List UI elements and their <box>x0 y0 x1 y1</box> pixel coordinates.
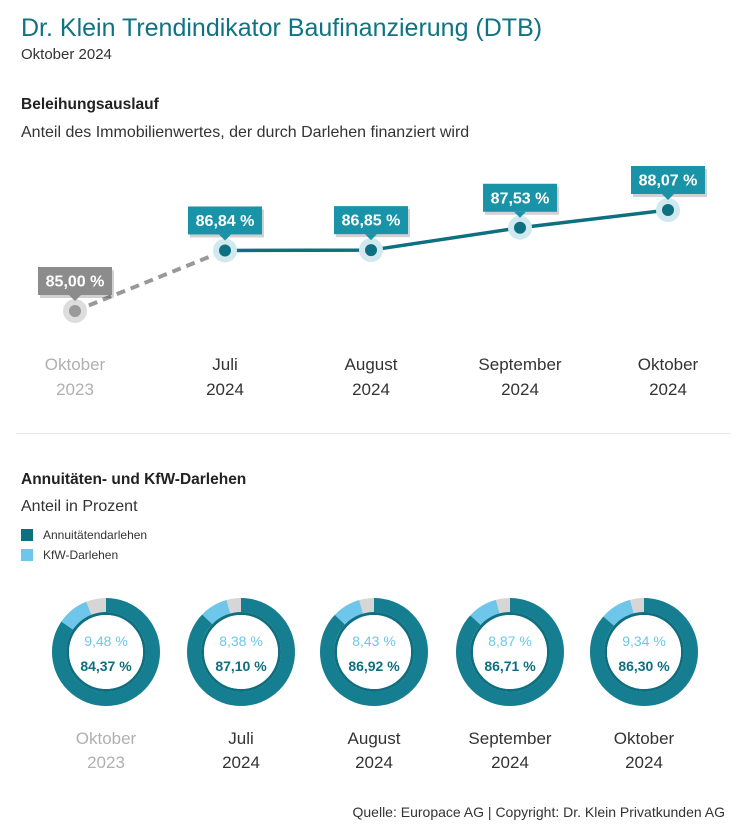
loans-section-title: Annuitäten- und KfW-Darlehen <box>21 471 247 488</box>
donut-kfw-value: 9,48 % <box>84 633 128 649</box>
donut-annuitaeten-segment <box>52 598 160 706</box>
ltv-category-year: 2024 <box>501 380 539 399</box>
donut-inner-ring <box>470 612 550 692</box>
legend-label-kfw: KfW-Darlehen <box>43 548 119 562</box>
legend-swatch-annuitaeten <box>21 529 33 541</box>
ltv-data-label: 87,53 % <box>483 183 559 218</box>
donut-category-year: 2024 <box>625 753 663 772</box>
ltv-data-label: 88,07 % <box>631 166 707 200</box>
donut-annuitaeten-segment <box>187 598 295 706</box>
donut-center <box>473 615 547 689</box>
donut-annuitaeten-value: 86,71 % <box>484 658 536 674</box>
donut-inner-ring <box>604 612 684 692</box>
ltv-category-year: 2024 <box>352 380 390 399</box>
donut-annuitaeten-value: 84,37 % <box>80 658 132 674</box>
ltv-line-chart: 85,00 % Oktober 2023 86,84 % Juli 2024 86,85 %… <box>38 166 707 399</box>
ltv-point <box>219 244 231 257</box>
ltv-section-title: Beleihungsauslauf <box>21 96 159 113</box>
donut-annuitaeten-segment <box>456 598 564 706</box>
ltv-label-box <box>483 183 557 212</box>
donut-category-month: September <box>468 729 551 748</box>
ltv-label-box <box>38 267 112 295</box>
ltv-label-pointer <box>219 234 231 241</box>
ltv-data-label: 86,84 % <box>188 206 264 241</box>
section-divider <box>16 433 730 434</box>
donut-center <box>607 615 681 689</box>
donut-kfw-value: 8,38 % <box>219 633 263 649</box>
donut-inner-ring <box>334 612 414 692</box>
ltv-label-pointer <box>69 295 81 301</box>
ltv-point <box>514 221 526 234</box>
ltv-label-pointer <box>662 194 674 200</box>
ltv-category-month: Oktober <box>45 355 106 374</box>
ltv-category-month: Juli <box>212 355 238 374</box>
donut-annuitaeten-segment <box>590 598 698 706</box>
ltv-label-box <box>188 206 262 235</box>
legend-label-annuitaeten: Annuitätendarlehen <box>43 528 148 542</box>
ltv-category-year: 2024 <box>206 380 244 399</box>
donut-category-year: 2024 <box>491 753 529 772</box>
donut-4: 8,87 % 86,71 % <box>456 598 564 706</box>
ltv-category-year: 2023 <box>56 380 94 399</box>
donut-category-month: Oktober <box>76 729 137 748</box>
ltv-data-label: 85,00 % <box>38 267 114 301</box>
donut-kfw-value: 9,34 % <box>622 633 666 649</box>
donut-1: 9,48 % 84,37 % <box>52 598 160 706</box>
ltv-section-subtitle: Anteil des Immobilienwertes, der durch D… <box>21 124 470 141</box>
donut-category-year: 2023 <box>87 753 125 772</box>
ltv-point <box>69 305 81 317</box>
ltv-category-year: 2024 <box>649 380 687 399</box>
ltv-label-pointer <box>514 211 526 218</box>
donut-category-month: Juli <box>228 729 254 748</box>
donut-center <box>337 615 411 689</box>
donut-inner-ring <box>66 612 146 692</box>
ltv-label-text: 87,53 % <box>491 190 550 207</box>
ltv-label-box <box>631 166 705 194</box>
donut-annuitaeten-segment <box>320 598 428 706</box>
donut-category-year: 2024 <box>355 753 393 772</box>
donut-legend: Annuitätendarlehen KfW-Darlehen <box>21 525 147 565</box>
ltv-label-text: 86,85 % <box>342 213 401 230</box>
donut-annuitaeten-value: 87,10 % <box>215 658 267 674</box>
loans-donut-charts: 9,48 % 84,37 % Oktober 2023 8,38 % 87,10 % Jul… <box>52 598 698 772</box>
donut-3: 8,43 % 86,92 % <box>320 598 428 706</box>
legend-item-kfw: KfW-Darlehen <box>21 545 147 565</box>
donut-inner-ring <box>201 612 281 692</box>
page-title: Dr. Klein Trendindikator Baufinanzierung… <box>21 14 543 42</box>
donut-annuitaeten-value: 86,92 % <box>348 658 400 674</box>
donut-kfw-value: 8,87 % <box>488 633 532 649</box>
ltv-label-box <box>334 206 408 235</box>
page-subtitle: Oktober 2024 <box>21 46 112 63</box>
donut-center <box>69 615 143 689</box>
ltv-label-pointer <box>365 234 377 241</box>
ltv-category-month: September <box>478 355 561 374</box>
donut-category-month: Oktober <box>614 729 675 748</box>
donut-kfw-value: 8,43 % <box>352 633 396 649</box>
ltv-reference-line <box>74 248 226 313</box>
donut-2: 8,38 % 87,10 % <box>187 598 295 706</box>
legend-item-annuitaeten: Annuitätendarlehen <box>21 525 147 545</box>
donut-category-year: 2024 <box>222 753 260 772</box>
loans-section-subtitle: Anteil in Prozent <box>21 498 138 515</box>
donut-annuitaeten-value: 86,30 % <box>618 658 670 674</box>
ltv-point <box>662 204 674 216</box>
ltv-data-label: 86,85 % <box>334 206 410 241</box>
legend-swatch-kfw <box>21 549 33 561</box>
ltv-label-text: 85,00 % <box>46 274 105 291</box>
ltv-trend-line <box>224 208 669 253</box>
donut-5: 9,34 % 86,30 % <box>590 598 698 706</box>
ltv-label-text: 86,84 % <box>196 213 255 230</box>
donut-center <box>204 615 278 689</box>
donut-category-month: August <box>348 729 401 748</box>
ltv-label-text: 88,07 % <box>639 173 698 190</box>
ltv-point <box>365 244 377 257</box>
ltv-category-month: Oktober <box>638 355 699 374</box>
ltv-category-month: August <box>345 355 398 374</box>
source-footer: Quelle: Europace AG | Copyright: Dr. Kle… <box>352 804 726 820</box>
